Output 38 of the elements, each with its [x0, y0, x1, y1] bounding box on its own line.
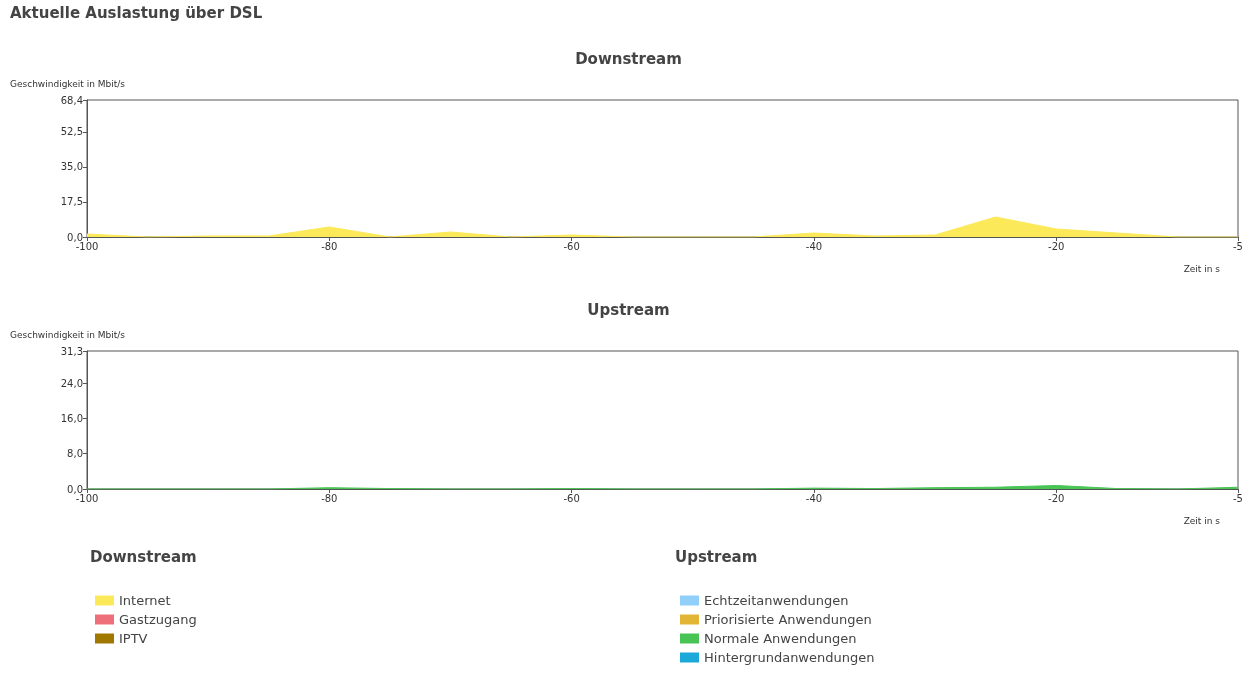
x-tick-label: -100	[75, 492, 99, 504]
legend-label: IPTV	[119, 631, 148, 646]
y-axis-title: Geschwindigkeit in Mbit/s	[10, 78, 126, 89]
legend-label: Echtzeitanwendungen	[704, 593, 849, 608]
y-axis-title: Geschwindigkeit in Mbit/s	[10, 329, 126, 340]
x-tick-label: -60	[563, 492, 580, 504]
legend-label: Normale Anwendungen	[704, 631, 857, 646]
x-tick-label: -80	[321, 240, 338, 252]
legend-title: Downstream	[90, 547, 197, 566]
chart-title: Downstream	[575, 49, 682, 68]
x-tick-label: -5	[1233, 492, 1243, 504]
y-tick-label: 16,0	[60, 412, 83, 424]
x-tick-label: -5	[1233, 240, 1243, 252]
y-tick-label: 8,0	[67, 448, 83, 460]
chart-title: Upstream	[587, 300, 670, 319]
legend-label: Priorisierte Anwendungen	[704, 612, 872, 627]
y-tick-label: 68,4	[60, 94, 83, 106]
y-tick-label: 24,0	[60, 377, 83, 389]
legend-label: Internet	[119, 593, 171, 608]
x-tick-label: -40	[805, 240, 823, 252]
x-axis-title: Zeit in s	[1183, 263, 1221, 274]
x-tick-label: -20	[1048, 240, 1065, 252]
x-tick-label: -80	[321, 492, 338, 504]
x-tick-label: -60	[563, 240, 580, 252]
y-tick-label: 52,5	[60, 126, 83, 138]
y-tick-label: 35,0	[60, 161, 83, 173]
x-tick-label: -100	[75, 240, 99, 252]
x-tick-label: -40	[805, 492, 823, 504]
x-tick-label: -20	[1048, 492, 1065, 504]
legend-title: Upstream	[675, 547, 758, 566]
x-axis-title: Zeit in s	[1183, 515, 1221, 526]
text: Aktuelle Auslastung über DSL	[10, 3, 263, 22]
y-tick-label: 17,5	[60, 196, 83, 208]
y-tick-label: 31,3	[60, 345, 83, 357]
legend-label: Gastzugang	[119, 612, 197, 627]
y-tick-label: 0,0	[67, 483, 83, 495]
y-tick-label: 0,0	[67, 231, 83, 243]
legend-label: Hintergrundanwendungen	[704, 650, 875, 665]
